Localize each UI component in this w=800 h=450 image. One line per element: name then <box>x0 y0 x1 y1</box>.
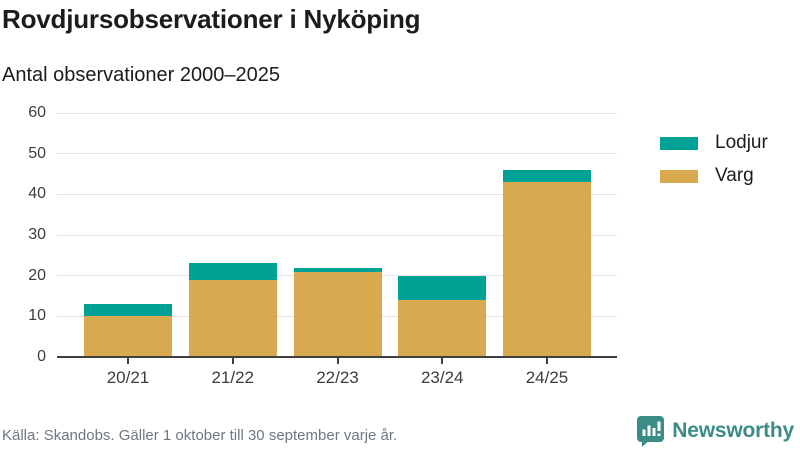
bar-segment-varg-21/22 <box>188 279 277 357</box>
x-axis-tick <box>127 358 129 364</box>
x-axis-category-label: 23/24 <box>420 368 464 387</box>
newsworthy-logo: Newsworthy <box>635 414 794 447</box>
x-axis-line <box>57 356 617 358</box>
bar-chart-speech-bubble-icon <box>637 416 665 447</box>
legend-item-lodjur: Lodjur <box>660 132 768 154</box>
gridline-y-50 <box>57 153 617 155</box>
legend-swatch-lodjur <box>660 136 698 150</box>
y-axis-tick-label: 50 <box>28 144 46 162</box>
x-axis-category-label: 21/22 <box>211 368 255 387</box>
x-axis-category-label: 24/25 <box>525 368 569 387</box>
chart-legend: Lodjur Varg <box>660 132 768 198</box>
bar-segment-varg-23/24 <box>398 300 487 357</box>
chart-subtitle: Antal observationer 2000–2025 <box>2 64 280 86</box>
bar-segment-lodjur-24/25 <box>503 169 591 183</box>
y-axis-tick-label: 20 <box>28 266 46 284</box>
chart-title: Rovdjursobservationer i Nyköping <box>2 4 421 34</box>
x-axis-tick <box>546 358 548 364</box>
legend-swatch-varg <box>660 169 698 183</box>
legend-item-varg: Varg <box>660 165 768 187</box>
newsworthy-wordmark: Newsworthy <box>672 418 794 442</box>
x-axis-category-label: 22/23 <box>316 368 359 387</box>
y-axis-tick-label: 0 <box>37 348 46 365</box>
x-axis-category-label: 20/21 <box>106 368 150 387</box>
bar-segment-lodjur-22/23 <box>293 267 382 272</box>
y-axis-tick-label: 40 <box>28 185 46 203</box>
y-axis-tick-label: 60 <box>28 104 46 121</box>
legend-label: Varg <box>715 165 754 186</box>
source-note: Källa: Skandobs. Gäller 1 oktober till 3… <box>2 427 398 444</box>
bar-segment-lodjur-23/24 <box>398 275 487 301</box>
y-axis-tick-label: 30 <box>28 226 46 243</box>
y-axis-tick-label: 10 <box>28 307 46 325</box>
bar-segment-lodjur-20/21 <box>84 304 172 317</box>
x-axis-tick <box>441 358 444 364</box>
x-axis-tick <box>231 358 234 364</box>
bar-segment-lodjur-21/22 <box>188 263 277 280</box>
x-axis-tick <box>336 358 339 364</box>
gridline-y-60 <box>57 112 617 114</box>
bar-segment-varg-24/25 <box>503 182 591 357</box>
gridline-y-30 <box>57 234 617 236</box>
gridline-y-40 <box>57 193 617 195</box>
bar-segment-varg-22/23 <box>293 271 382 357</box>
bar-segment-varg-20/21 <box>84 316 172 357</box>
legend-label: Lodjur <box>715 132 768 153</box>
